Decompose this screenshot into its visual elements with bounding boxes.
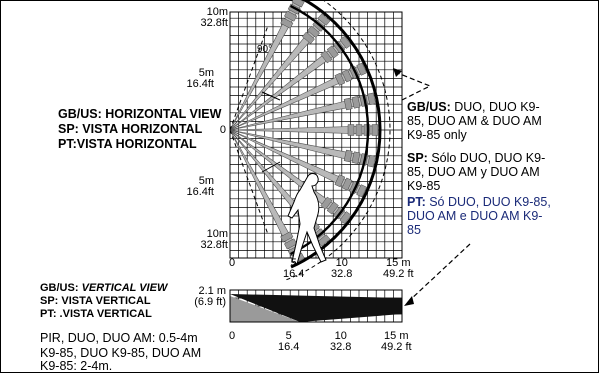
angle-label: 90° bbox=[257, 44, 273, 55]
callout-dashed-line-side bbox=[409, 243, 471, 301]
beam-zone-block bbox=[343, 149, 353, 163]
beam-zone-block bbox=[317, 234, 331, 247]
beam-zone-block bbox=[326, 45, 339, 59]
angle-arrow-lower bbox=[261, 161, 281, 173]
side-x-label-5: 5 16.4 bbox=[278, 330, 300, 353]
outer-coverage-arc bbox=[290, 0, 382, 269]
vertical-view-label-pt: PT: .VISTA VERTICAL bbox=[40, 308, 152, 320]
beam-zone-block bbox=[367, 92, 377, 106]
dashed-boundary-arc bbox=[284, 0, 391, 281]
y-label-bottom-10m: 10m 32.8ft bbox=[200, 228, 228, 251]
x-label-0: 0 bbox=[229, 257, 236, 269]
y-label-top-5m: 5m 16.4ft bbox=[186, 67, 214, 90]
callout-arrows bbox=[393, 68, 471, 306]
beam-zone-block bbox=[343, 97, 353, 111]
horizontal-view-label-sp: SP: VISTA HORIZONTAL bbox=[58, 122, 203, 136]
beam-zone-block bbox=[356, 62, 367, 76]
beam-zone-block bbox=[334, 174, 346, 188]
side-x-label-0: 0 bbox=[229, 330, 236, 342]
x-label-5: 5 16.4 bbox=[283, 257, 305, 280]
beam-zone-block bbox=[326, 201, 339, 215]
beam-zone-block bbox=[371, 124, 379, 136]
note-gb: GB/US: DUO, DUO K9- 85, DUO AM & DUO AM K9… bbox=[407, 100, 542, 142]
beam-zone-block bbox=[307, 25, 321, 38]
grid-border bbox=[229, 11, 403, 259]
beam-zone-block bbox=[283, 10, 298, 22]
callout-arrowhead-top bbox=[393, 68, 402, 77]
side-view-grid bbox=[229, 289, 403, 323]
beam-zone-block bbox=[341, 69, 353, 83]
beam-zone-block bbox=[351, 151, 361, 164]
range-note-line-1: PIR, DUO, DUO AM: 0.5-4m bbox=[40, 331, 198, 345]
coverage-arcs bbox=[229, 0, 391, 281]
horizontal-view-label-pt: PT:VISTA HORIZONTAL bbox=[58, 137, 197, 151]
x-label-10: 10 32.8 bbox=[331, 257, 353, 280]
side-x-label-15: 15 m 49.2 ft bbox=[381, 330, 412, 353]
x-label-15: 15 m 49.2 ft bbox=[383, 257, 414, 280]
angle-line-upper bbox=[229, 26, 269, 131]
angle-arrow-upper bbox=[261, 91, 281, 101]
person-silhouette bbox=[287, 173, 327, 265]
side-beam-main bbox=[230, 294, 402, 322]
beam-zone-block bbox=[301, 31, 315, 45]
vertical-view-label-gb: GB/US: VERTICAL VIEW bbox=[40, 282, 168, 294]
note-sp: SP: Sólo DUO, DUO K9- 85, DUO AM y DUO AM… bbox=[407, 151, 546, 193]
beam-zone-block bbox=[347, 124, 355, 136]
callout-dashed-line-top bbox=[394, 71, 432, 101]
beam-zone-block bbox=[355, 124, 363, 136]
range-note-line-2: K9-85, DUO K9-85, DUO AM bbox=[40, 346, 202, 360]
side-grid-border bbox=[229, 289, 403, 323]
beam-zone-block bbox=[339, 211, 352, 225]
side-x-label-10: 10 32.8 bbox=[330, 330, 352, 353]
beam-zone-block bbox=[320, 50, 333, 64]
beam-zone-block bbox=[320, 196, 333, 210]
y-label-bottom-5m: 5m 16.4ft bbox=[186, 175, 214, 198]
beam-zone-block bbox=[339, 35, 352, 49]
beam-zone-block bbox=[280, 231, 294, 243]
walking-person-icon bbox=[287, 173, 327, 265]
range-note-line-3: K9-85: 2-4m. bbox=[40, 359, 113, 373]
note-pt: PT: Só DUO, DUO K9-85, DUO AM e DUO AM K9… bbox=[407, 195, 551, 237]
beam-zone-block bbox=[334, 72, 346, 86]
beam-zone-block bbox=[351, 96, 361, 109]
beam-zone-block bbox=[280, 17, 294, 29]
horizontal-view-label-gb: GB/US: HORIZONTAL VIEW bbox=[58, 107, 222, 121]
side-height-label: 2.1 m (6.9 ft) bbox=[194, 285, 226, 308]
y-label-top-10m: 10m 32.8ft bbox=[200, 6, 228, 29]
beam-zone-block bbox=[317, 13, 331, 26]
angle-line-lower bbox=[229, 129, 269, 234]
vertical-view-label-sp: SP: VISTA VERTICAL bbox=[40, 295, 151, 307]
side-beam-floor bbox=[230, 296, 300, 322]
inner-coverage-arc bbox=[289, 4, 370, 256]
beam-zone-block bbox=[291, 0, 305, 8]
beam-zone-block bbox=[367, 154, 377, 168]
y-label-zero: 0 bbox=[219, 124, 226, 136]
beam-zone-block bbox=[356, 184, 367, 198]
beam-zone-block bbox=[341, 177, 353, 191]
callout-arrowhead-side bbox=[404, 296, 414, 306]
